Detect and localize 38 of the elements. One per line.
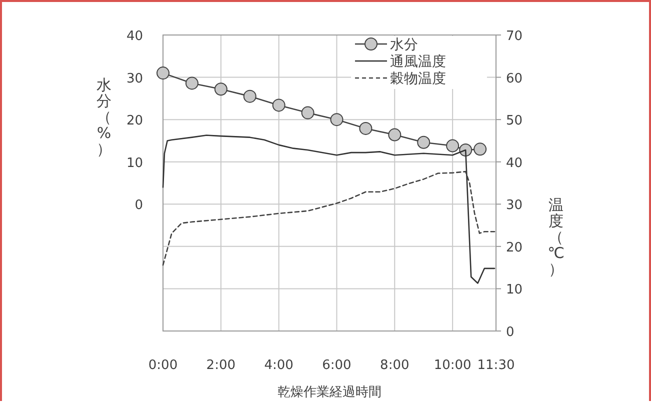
x-axis-title: 乾燥作業経過時間 <box>278 385 382 400</box>
x-tick-label: 2:00 <box>206 358 236 373</box>
legend-label: 穀物温度 <box>390 71 446 87</box>
y-tick-label: 10 <box>126 156 143 171</box>
y2-tick-label: 20 <box>506 240 523 256</box>
x-tick-label: 4:00 <box>264 358 294 373</box>
y-axis-title: 水分（%） <box>96 76 112 158</box>
point <box>388 128 402 142</box>
y2-tick-label: 10 <box>506 282 523 298</box>
point <box>214 82 228 96</box>
y-tick-label: 30 <box>126 71 143 86</box>
y-tick-label: 20 <box>126 114 143 129</box>
point <box>156 66 170 80</box>
point <box>330 113 344 126</box>
point <box>185 76 198 90</box>
x-tick-label: 8:00 <box>380 358 410 373</box>
y2-tick-label: 0 <box>506 325 514 340</box>
y2-tick-label: 30 <box>506 198 523 214</box>
y2-tick-label: 50 <box>506 114 523 129</box>
x-tick-label: 10:00 <box>434 358 472 373</box>
y2-axis-title: 温度（℃） <box>548 196 564 278</box>
x-tick-label: 0:00 <box>148 358 178 373</box>
legend-label: 水分 <box>390 37 418 53</box>
point <box>446 139 460 152</box>
legend-label: 通風温度 <box>390 54 446 70</box>
x-tick-label: 11:30 <box>477 358 515 373</box>
y-tick-label: 40 <box>126 29 143 44</box>
point <box>272 98 286 112</box>
point <box>474 142 487 156</box>
point <box>359 122 372 135</box>
point <box>243 90 256 103</box>
y2-tick-label: 60 <box>506 71 523 86</box>
x-tick-label: 6:00 <box>322 358 352 373</box>
y2-tick-label: 70 <box>506 29 523 44</box>
point <box>301 106 314 120</box>
y-tick-label: 0 <box>134 198 143 214</box>
point <box>417 136 430 149</box>
y2-tick-label: 40 <box>506 156 523 171</box>
